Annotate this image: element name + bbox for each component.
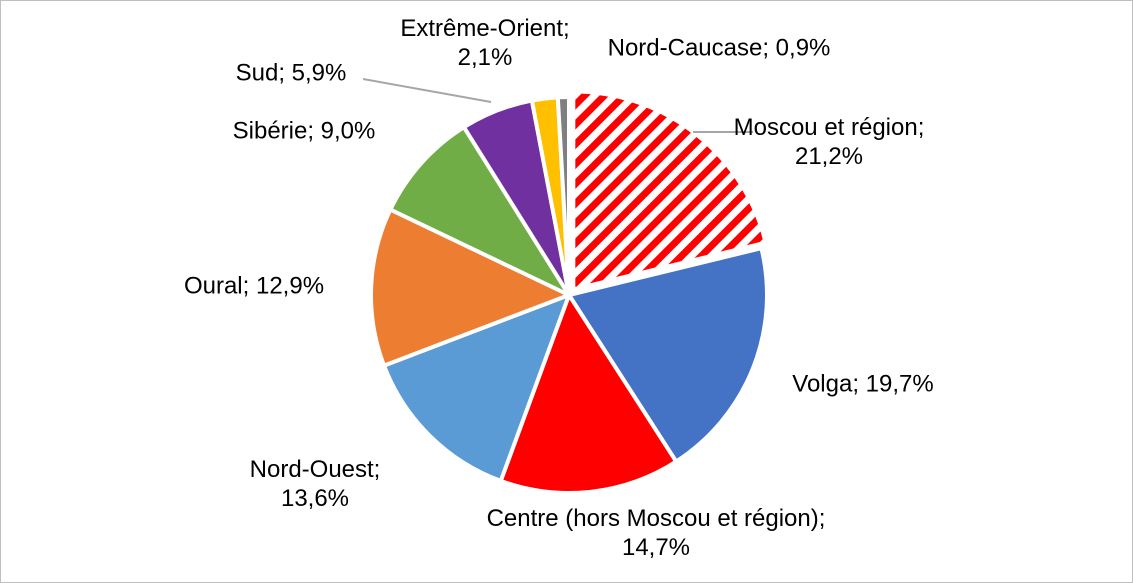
pie-slice <box>387 124 575 300</box>
data-label: Centre (hors Moscou et région); 14,7% <box>486 505 826 561</box>
data-label: Nord-Ouest; 13,6% <box>249 456 381 512</box>
data-label: Sud; 5,9% <box>235 59 347 87</box>
data-label: Extrême-Orient; 2,1% <box>400 15 570 71</box>
data-label: Sibérie; 9,0% <box>232 117 376 145</box>
data-label: Nord-Caucase; 0,9% <box>607 34 831 62</box>
pie-slice <box>565 245 769 465</box>
data-label: Oural; 12,9% <box>183 272 325 300</box>
data-label: Moscou et région; 21,2% <box>733 114 925 170</box>
data-label: Volga; 19,7% <box>792 370 934 398</box>
pie-slice <box>571 89 769 293</box>
leader-line <box>362 78 492 103</box>
pie-slice <box>498 290 679 495</box>
pie-slice <box>555 94 571 296</box>
pie-slice <box>369 206 575 369</box>
pie-slice <box>381 291 573 484</box>
